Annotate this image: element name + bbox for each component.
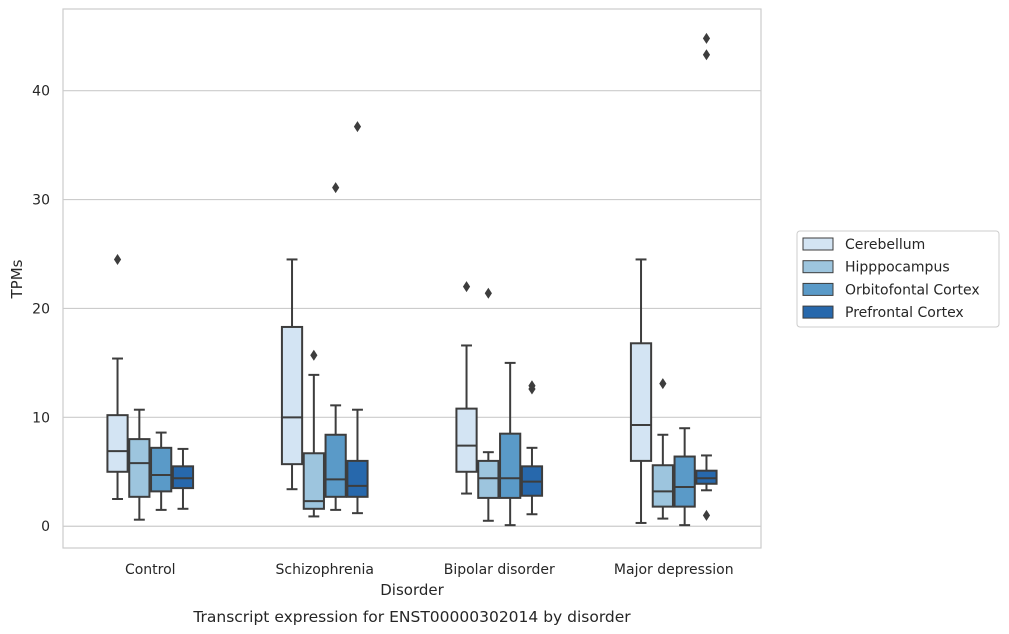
chart-caption: Transcript expression for ENST0000030201… (192, 608, 631, 626)
box-3-3 (695, 32, 718, 521)
box-1-0 (280, 258, 304, 491)
x-axis-label: Disorder (380, 581, 444, 599)
box-2-0 (455, 281, 478, 495)
box-2-3 (520, 380, 544, 516)
legend-swatch-0 (802, 237, 834, 251)
box-iqr (455, 407, 478, 473)
box-3-1 (651, 378, 674, 520)
legend-swatch-1 (802, 260, 834, 274)
outlier-point-0 (310, 349, 318, 361)
box-iqr (346, 459, 369, 498)
legend-swatch-3 (802, 305, 834, 319)
box-iqr (477, 459, 500, 499)
plot-frame (62, 8, 762, 549)
box-0-0 (106, 253, 129, 500)
y-tick-label-0: 0 (41, 519, 50, 535)
legend-label-2: Orbitofontal Cortex (845, 282, 980, 298)
box-iqr (150, 446, 173, 493)
box-iqr (324, 433, 347, 498)
box-groups (106, 32, 718, 527)
box-3-2 (673, 427, 696, 527)
outlier-point-1 (702, 49, 711, 61)
legend-label-1: Hipppocampus (845, 260, 950, 276)
box-iqr (128, 438, 151, 498)
legend-label-3: Prefrontal Cortex (845, 305, 964, 321)
y-tick-label-2: 20 (32, 301, 50, 317)
y-tick-label-4: 40 (32, 84, 50, 100)
box-1-3 (346, 121, 369, 515)
box-iqr (171, 465, 195, 490)
x-tick-label-2: Bipolar disorder (444, 562, 555, 578)
x-tick-label-3: Major depression (614, 562, 734, 578)
box-0-2 (150, 431, 173, 511)
box-iqr (302, 452, 325, 510)
outlier-point-0 (332, 182, 340, 194)
legend: Cerebellum Hipppocampus Orbitofontal Corte… (796, 230, 1000, 328)
outlier-point-0 (462, 281, 471, 293)
x-tick-label-0: Control (125, 562, 176, 578)
legend-frame (796, 230, 1000, 328)
y-tick-label-1: 10 (32, 410, 50, 426)
x-tick-labels: Control Schizophrenia Bipolar disorder Majo… (125, 562, 734, 578)
y-tick-label-3: 30 (32, 193, 50, 209)
box-0-3 (171, 447, 195, 510)
box-0-1 (128, 408, 151, 521)
outlier-point-2 (702, 32, 711, 44)
legend-label-0: Cerebellum (845, 237, 925, 253)
box-2-1 (477, 287, 500, 522)
y-tick-labels: 0 10 20 30 40 (32, 84, 50, 536)
box-iqr (695, 469, 718, 485)
x-tick-label-1: Schizophrenia (276, 562, 374, 578)
box-iqr (651, 464, 674, 508)
box-iqr (106, 414, 129, 473)
outlier-point-0 (113, 253, 122, 265)
box-1-1 (302, 349, 325, 518)
y-axis-label: TPMs (8, 259, 26, 299)
outlier-point-0 (659, 378, 667, 390)
outlier-point-0 (353, 121, 362, 133)
box-1-2 (324, 182, 347, 511)
box-2-2 (499, 361, 522, 527)
outlier-point-0 (702, 509, 711, 521)
box-iqr (673, 455, 696, 508)
box-iqr (499, 432, 522, 499)
outlier-point-0 (484, 287, 492, 299)
box-iqr (280, 325, 304, 466)
outlier-point-1 (528, 380, 536, 392)
legend-swatch-2 (802, 282, 834, 296)
box-3-0 (629, 258, 653, 524)
box-iqr (629, 342, 653, 462)
